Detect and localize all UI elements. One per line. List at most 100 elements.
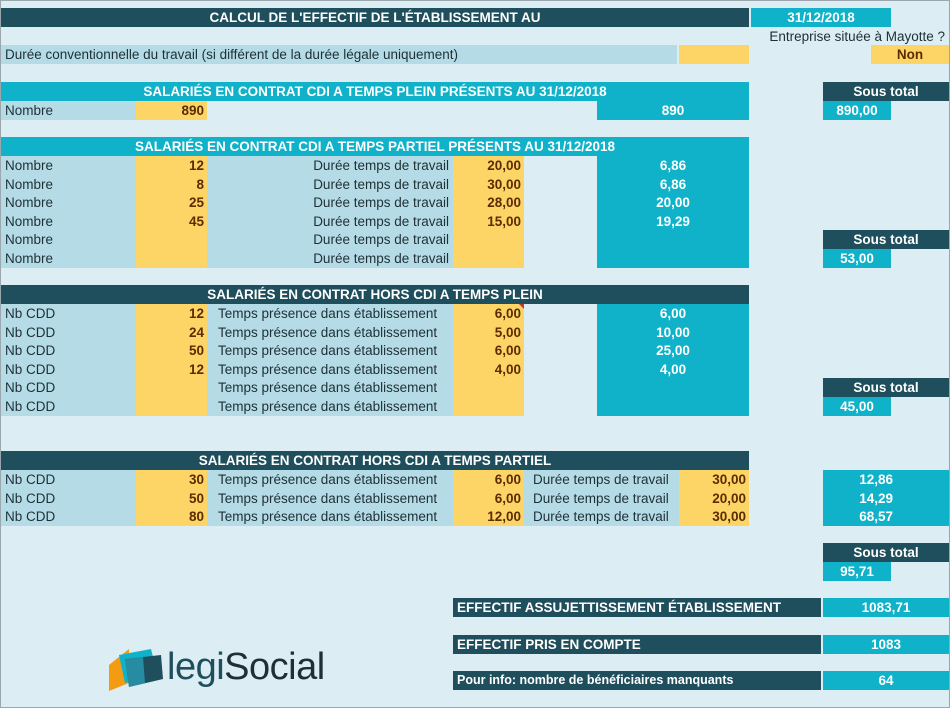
hors-partiel-duree-label: Durée temps de travail <box>524 470 679 489</box>
logo-text-social: Social <box>224 646 325 688</box>
cdi-plein-result: 890 <box>597 101 749 120</box>
sous-total-value-hors-cdi-plein: 45,00 <box>823 397 891 416</box>
cdi-partiel-nombre-input[interactable] <box>136 230 207 250</box>
hors-partiel-duree-input[interactable]: 30,00 <box>679 470 749 489</box>
sous-total-label-cdi-partiel: Sous total <box>823 230 949 249</box>
cdi-partiel-nombre-input[interactable]: 25 <box>136 193 207 213</box>
hors-partiel-result: 14,29 <box>823 488 949 508</box>
effectif-assujettissement-label: EFFECTIF ASSUJETTISSEMENT ÉTABLISSEMENT <box>453 598 821 617</box>
duree-conventionnelle-label: Durée conventionnelle du travail (si dif… <box>1 45 677 64</box>
cdi-partiel-row-label: Nombre <box>1 249 136 268</box>
sous-total-label-hors-cdi-partiel: Sous total <box>823 543 949 562</box>
cdi-partiel-duree-label: Durée temps de travail <box>207 174 453 194</box>
hors-partiel-duree-input[interactable]: 30,00 <box>679 507 749 527</box>
logo-text-legi: legi <box>167 646 225 688</box>
cdi-partiel-row-label: Nombre <box>1 230 136 250</box>
comment-marker <box>519 304 524 309</box>
mayotte-question: Entreprise située à Mayotte ? <box>769 29 945 44</box>
sous-total-label-cdi-plein: Sous total <box>823 82 949 101</box>
cdi-partiel-result: 6,86 <box>597 156 749 175</box>
hors-plein-presence-input[interactable]: 6,00 <box>453 341 524 361</box>
hors-partiel-nb-input[interactable]: 80 <box>136 507 207 527</box>
cdi-partiel-duree-label: Durée temps de travail <box>207 211 453 231</box>
cdi-partiel-duree-label: Durée temps de travail <box>207 230 453 250</box>
hors-partiel-row-label: Nb CDD <box>1 488 136 508</box>
date-cell[interactable]: 31/12/2018 <box>751 8 891 27</box>
hors-partiel-presence-label: Temps présence dans établissement <box>207 470 453 489</box>
cdi-partiel-row-label: Nombre <box>1 193 136 213</box>
cdi-partiel-duree-input[interactable] <box>453 249 524 268</box>
hors-plein-presence-input[interactable] <box>453 378 524 398</box>
cdi-partiel-duree-input[interactable]: 28,00 <box>453 193 524 213</box>
hors-partiel-nb-input[interactable]: 30 <box>136 470 207 489</box>
hors-plein-presence-label: Temps présence dans établissement <box>207 397 453 416</box>
mayotte-answer[interactable]: Non <box>871 45 949 64</box>
legisocial-logo-text: legiSocial <box>167 645 325 689</box>
cdi-partiel-result <box>597 230 749 250</box>
section-title-hors-cdi-partiel: SALARIÉS EN CONTRAT HORS CDI A TEMPS PAR… <box>1 451 749 470</box>
hors-plein-nb-input[interactable] <box>136 397 207 416</box>
cdi-partiel-nombre-input[interactable]: 8 <box>136 174 207 194</box>
hors-partiel-row-label: Nb CDD <box>1 470 136 489</box>
cdi-partiel-result: 19,29 <box>597 211 749 231</box>
effectif-assujettissement-value: 1083,71 <box>823 598 949 617</box>
cdi-plein-nombre-input[interactable]: 890 <box>136 101 207 120</box>
hors-plein-row-label: Nb CDD <box>1 341 136 361</box>
hors-plein-result: 25,00 <box>597 341 749 361</box>
effectif-pris-en-compte-value: 1083 <box>823 635 949 654</box>
cdi-partiel-duree-input[interactable]: 20,00 <box>453 156 524 175</box>
hors-plein-presence-label: Temps présence dans établissement <box>207 322 453 342</box>
hors-plein-nb-input[interactable]: 24 <box>136 322 207 342</box>
cdi-partiel-result: 20,00 <box>597 193 749 213</box>
hors-plein-result <box>597 397 749 416</box>
cdi-partiel-nombre-input[interactable]: 45 <box>136 211 207 231</box>
legisocial-logo-icon <box>109 649 163 691</box>
cdi-partiel-nombre-input[interactable] <box>136 249 207 268</box>
hors-plein-nb-input[interactable]: 50 <box>136 341 207 361</box>
hors-plein-row-label: Nb CDD <box>1 304 136 323</box>
cdi-partiel-duree-label: Durée temps de travail <box>207 156 453 175</box>
hors-plein-row-label: Nb CDD <box>1 378 136 398</box>
cdi-partiel-row-label: Nombre <box>1 156 136 175</box>
hors-partiel-presence-input[interactable]: 6,00 <box>453 470 524 489</box>
hors-plein-row-label: Nb CDD <box>1 359 136 379</box>
hors-plein-presence-input[interactable]: 4,00 <box>453 359 524 379</box>
hors-plein-presence-label: Temps présence dans établissement <box>207 341 453 361</box>
cdi-partiel-duree-input[interactable]: 30,00 <box>453 174 524 194</box>
effectif-pris-en-compte-label: EFFECTIF PRIS EN COMPTE <box>453 635 821 654</box>
cdi-partiel-duree-label: Durée temps de travail <box>207 193 453 213</box>
hors-partiel-duree-label: Durée temps de travail <box>524 507 679 527</box>
hors-partiel-row-label: Nb CDD <box>1 507 136 527</box>
hors-plein-presence-input[interactable]: 5,00 <box>453 322 524 342</box>
cdi-plein-row-label: Nombre <box>1 101 136 120</box>
cdi-partiel-duree-input[interactable] <box>453 230 524 250</box>
hors-partiel-duree-label: Durée temps de travail <box>524 488 679 508</box>
hors-plein-row-label: Nb CDD <box>1 397 136 416</box>
hors-plein-presence-label: Temps présence dans établissement <box>207 359 453 379</box>
hors-partiel-duree-input[interactable]: 20,00 <box>679 488 749 508</box>
section-title-cdi-plein: SALARIÉS EN CONTRAT CDI A TEMPS PLEIN PR… <box>1 82 749 101</box>
cdi-partiel-result <box>597 249 749 268</box>
beneficiaires-manquants-value: 64 <box>823 671 949 690</box>
page-title: CALCUL DE L'EFFECTIF DE L'ÉTABLISSEMENT … <box>1 8 749 27</box>
hors-plein-result: 10,00 <box>597 322 749 342</box>
hors-plein-nb-input[interactable]: 12 <box>136 304 207 323</box>
hors-partiel-nb-input[interactable]: 50 <box>136 488 207 508</box>
cdi-partiel-duree-label: Durée temps de travail <box>207 249 453 268</box>
duree-conventionnelle-input[interactable] <box>679 45 749 64</box>
hors-plein-presence-input[interactable]: 6,00 <box>453 304 524 323</box>
section-title-cdi-partiel: SALARIÉS EN CONTRAT CDI A TEMPS PARTIEL … <box>1 137 749 156</box>
hors-partiel-presence-input[interactable]: 6,00 <box>453 488 524 508</box>
cdi-partiel-nombre-input[interactable]: 12 <box>136 156 207 175</box>
sous-total-value-cdi-plein: 890,00 <box>823 101 891 120</box>
hors-plein-presence-input[interactable] <box>453 397 524 416</box>
hors-partiel-presence-input[interactable]: 12,00 <box>453 507 524 527</box>
hors-plein-nb-input[interactable]: 12 <box>136 359 207 379</box>
hors-plein-result: 6,00 <box>597 304 749 323</box>
hors-partiel-result: 12,86 <box>823 470 949 489</box>
cdi-partiel-duree-input[interactable]: 15,00 <box>453 211 524 231</box>
cdi-partiel-row-label: Nombre <box>1 174 136 194</box>
hors-plein-nb-input[interactable] <box>136 378 207 398</box>
hors-plein-result: 4,00 <box>597 359 749 379</box>
